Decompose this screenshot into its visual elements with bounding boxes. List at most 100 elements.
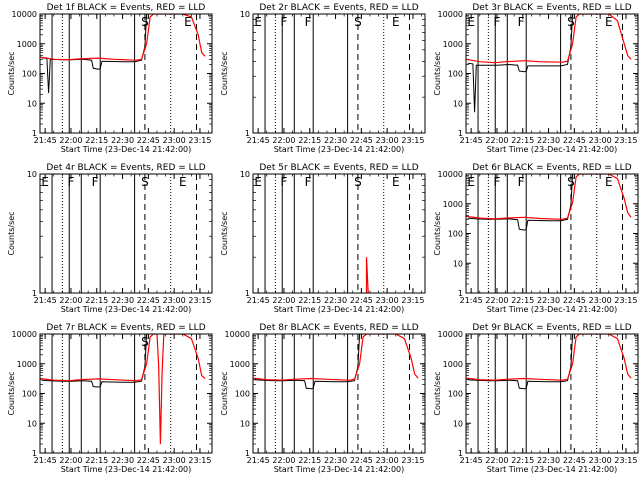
plot-frame: [465, 13, 639, 134]
x-tick-label: 21:45: [34, 296, 57, 305]
y-tick-label: 1: [245, 449, 250, 458]
panel-title: Det 3r BLACK = Events, RED = LLD: [472, 3, 631, 13]
y-tick-label: 10000: [225, 330, 250, 339]
x-tick-label: 23:00: [589, 296, 612, 305]
panel-title: Det 2r BLACK = Events, RED = LLD: [259, 3, 418, 13]
event-label: E: [605, 15, 613, 29]
y-tick-label: 10: [453, 99, 463, 108]
series-events-line: [41, 14, 148, 94]
event-label: S: [141, 175, 149, 189]
x-tick-label: 22:45: [137, 136, 160, 145]
x-tick-label: 23:00: [589, 136, 612, 145]
event-label: F: [305, 15, 312, 29]
y-axis-label: Counts/sec: [433, 51, 442, 95]
x-axis-label: Start Time (23-Dec-14 21:42:00): [274, 145, 405, 154]
series-lld-line: [365, 257, 369, 293]
series-lld-line: [40, 14, 206, 61]
x-tick-label: 22:30: [324, 456, 347, 465]
plot-frame: [252, 173, 426, 294]
y-tick-label: 10000: [438, 330, 463, 339]
x-tick-label: 22:00: [485, 296, 508, 305]
x-tick-label: 22:00: [272, 296, 295, 305]
x-tick-label: 22:30: [537, 136, 560, 145]
x-tick-label: 21:45: [34, 136, 57, 145]
event-label: E: [392, 175, 400, 189]
x-axis-label: Start Time (23-Dec-14 21:42:00): [487, 145, 618, 154]
x-tick-label: 23:00: [163, 296, 186, 305]
x-tick-label: 22:00: [59, 296, 82, 305]
x-tick-label: 23:00: [376, 296, 399, 305]
x-tick-label: 22:15: [298, 296, 321, 305]
x-tick-label: 23:15: [188, 136, 211, 145]
event-label: E: [184, 15, 192, 29]
panel-title: Det 9r BLACK = Events, RED = LLD: [472, 323, 631, 333]
x-tick-label: 22:30: [111, 456, 134, 465]
y-tick-label: 10000: [12, 330, 37, 339]
y-tick-label: 10: [27, 419, 37, 428]
y-tick-label: 100: [448, 230, 463, 239]
series-lld-line: [466, 174, 632, 220]
x-tick-label: 23:15: [614, 136, 637, 145]
event-label: E: [41, 175, 49, 189]
series-lld-line: [40, 334, 206, 445]
y-tick-label: 1: [32, 129, 37, 138]
event-label: E: [179, 175, 187, 189]
y-tick-label: 10: [240, 10, 250, 19]
x-tick-label: 22:45: [350, 456, 373, 465]
panel-title: Det 8r BLACK = Events, RED = LLD: [259, 323, 418, 333]
x-tick-label: 21:45: [460, 296, 483, 305]
panel-title: Det 5r BLACK = Events, RED = LLD: [259, 163, 418, 173]
x-tick-label: 23:15: [401, 136, 424, 145]
y-tick-label: 100: [448, 390, 463, 399]
event-label: F: [518, 175, 525, 189]
x-tick-label: 23:00: [163, 456, 186, 465]
x-tick-label: 23:00: [163, 136, 186, 145]
x-tick-label: 22:15: [511, 456, 534, 465]
y-tick-label: 100: [235, 390, 250, 399]
x-tick-label: 23:15: [188, 456, 211, 465]
y-tick-label: 1: [458, 449, 463, 458]
y-axis-label: Counts/sec: [7, 371, 16, 415]
event-label: E: [467, 15, 475, 29]
event-label: F: [494, 175, 501, 189]
y-tick-label: 1: [458, 289, 463, 298]
y-tick-label: 100: [22, 390, 37, 399]
y-axis-label: Counts/sec: [433, 371, 442, 415]
x-tick-label: 21:45: [34, 456, 57, 465]
x-tick-label: 22:15: [85, 456, 108, 465]
event-label: F: [494, 15, 501, 29]
x-tick-label: 22:45: [137, 296, 160, 305]
x-tick-label: 22:15: [298, 456, 321, 465]
plot-frame: [252, 333, 426, 454]
x-tick-label: 23:15: [401, 456, 424, 465]
y-tick-label: 1000: [443, 200, 463, 209]
y-tick-label: 1: [32, 289, 37, 298]
x-tick-label: 21:45: [247, 296, 270, 305]
panel-6: Det 6r BLACK = Events, RED = LLD 1 10 100 10…: [433, 163, 639, 314]
x-tick-label: 22:30: [537, 456, 560, 465]
y-tick-label: 1000: [230, 360, 250, 369]
plot-frame: [465, 333, 639, 454]
panel-5: Det 5r BLACK = Events, RED = LLD 1 10 21:45…: [220, 163, 426, 314]
plot-frame: [252, 13, 426, 134]
x-tick-label: 22:00: [272, 456, 295, 465]
y-axis-label: Counts/sec: [7, 211, 16, 255]
y-tick-label: 1: [32, 449, 37, 458]
y-tick-label: 1: [245, 129, 250, 138]
x-tick-label: 21:45: [247, 136, 270, 145]
plot-frame: [465, 173, 639, 294]
event-label: F: [68, 175, 75, 189]
x-tick-label: 23:00: [376, 136, 399, 145]
series-events-line: [254, 334, 361, 390]
y-axis-label: Counts/sec: [220, 211, 229, 255]
y-tick-label: 100: [448, 70, 463, 79]
y-tick-label: 1000: [443, 360, 463, 369]
event-label: S: [141, 335, 149, 349]
x-tick-label: 22:00: [485, 456, 508, 465]
x-tick-label: 22:00: [59, 136, 82, 145]
panel-title: Det 6r BLACK = Events, RED = LLD: [472, 163, 631, 173]
y-tick-label: 10: [240, 170, 250, 179]
event-label: E: [605, 175, 613, 189]
x-axis-label: Start Time (23-Dec-14 21:42:00): [487, 305, 618, 314]
